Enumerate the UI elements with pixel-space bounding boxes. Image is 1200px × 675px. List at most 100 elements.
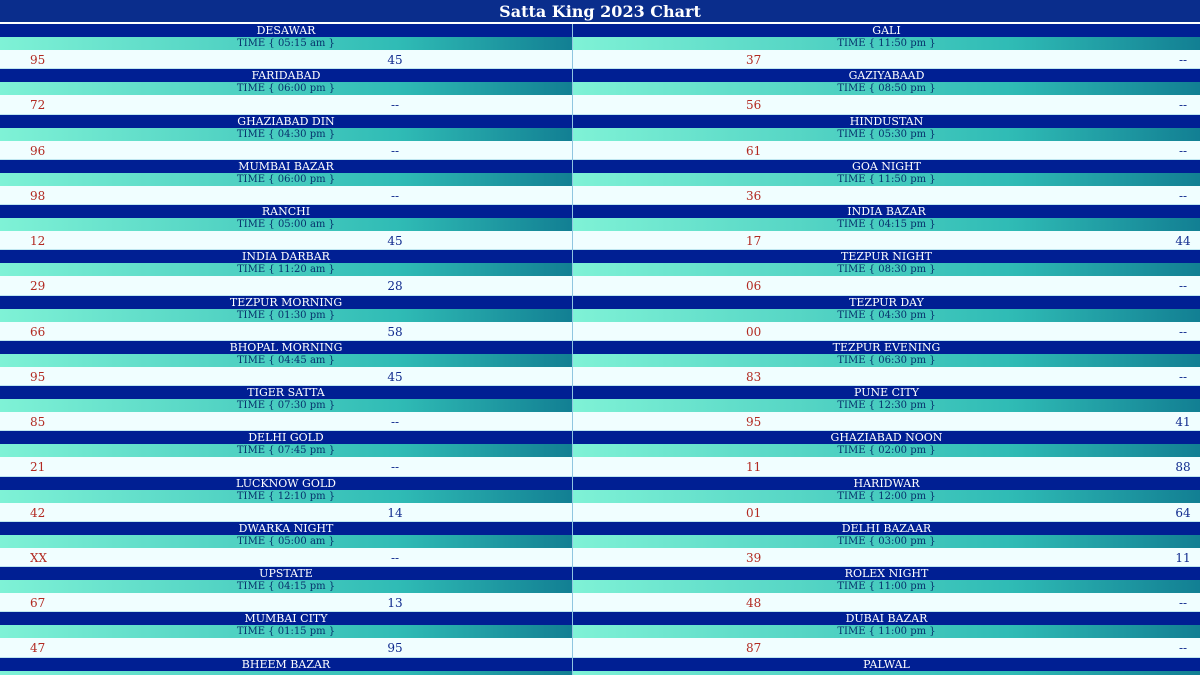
- result-row: 36 --: [573, 185, 1200, 205]
- game-name: INDIA BAZAR: [573, 205, 1200, 218]
- yesterday-result: 17: [746, 234, 762, 248]
- game-time: TIME { 12:10 pm }: [0, 489, 572, 503]
- result-row: 11 88: [573, 457, 1200, 477]
- game-time: TIME { 11:50 pm }: [573, 37, 1200, 50]
- game-time: TIME { 04:45 am }: [0, 353, 572, 367]
- result-row: 87 --: [573, 638, 1200, 658]
- today-result: --: [1178, 369, 1188, 384]
- game-name: MUMBAI BAZAR: [0, 159, 572, 173]
- yesterday-result: 85: [30, 415, 46, 429]
- game-cell: LUCKNOW GOLD TIME { 12:10 pm } 42 14: [0, 476, 572, 522]
- game-cell: RANCHI TIME { 05:00 am } 12 45: [0, 205, 572, 251]
- today-result: 45: [387, 53, 403, 67]
- game-name: GHAZIABAD DIN: [0, 114, 572, 128]
- yesterday-result: 37: [746, 53, 762, 67]
- game-cell: INDIA BAZAR TIME { 04:15 pm } 17 44: [572, 205, 1200, 251]
- game-cell: HARIDWAR TIME { 12:00 pm } 01 64: [572, 476, 1200, 522]
- game-time: TIME { 11:00 pm }: [573, 580, 1200, 593]
- yesterday-result: 83: [746, 369, 762, 384]
- today-result: 11: [1175, 550, 1191, 565]
- game-name: MUMBAI CITY: [0, 612, 572, 626]
- game-cell: GHAZIABAD DIN TIME { 04:30 pm } 96 --: [0, 114, 572, 160]
- result-row: 29 28: [0, 276, 572, 296]
- game-time: TIME { 04:15 pm }: [0, 580, 572, 593]
- yesterday-result: 72: [30, 98, 46, 113]
- game-name: HARIDWAR: [573, 476, 1200, 490]
- game-time: TIME { 08:30 pm }: [573, 263, 1200, 277]
- game-name: DUBAI BAZAR: [573, 612, 1200, 626]
- game-time: TIME { 04:30 pm }: [573, 308, 1200, 322]
- result-row: 67 13: [0, 593, 572, 613]
- result-row: XX --: [0, 547, 572, 567]
- game-name: GALI: [573, 24, 1200, 37]
- today-result: --: [1178, 324, 1188, 339]
- today-result: 28: [387, 279, 403, 294]
- page-title: Satta King 2023 Chart: [0, 0, 1200, 24]
- yesterday-result: 95: [30, 369, 46, 384]
- today-result: 45: [387, 234, 403, 248]
- game-name: HINDUSTAN: [573, 114, 1200, 128]
- yesterday-result: 98: [30, 188, 46, 203]
- game-cell: GOA NIGHT TIME { 11:50 pm } 36 --: [572, 159, 1200, 205]
- yesterday-result: 95: [746, 415, 762, 429]
- result-row: 83 --: [573, 366, 1200, 386]
- game-time: TIME { 12:30 pm }: [573, 399, 1200, 412]
- today-result: --: [1178, 188, 1188, 203]
- today-result: --: [1178, 279, 1188, 294]
- game-cell: DUBAI BAZAR TIME { 11:00 pm } 87 --: [572, 612, 1200, 658]
- yesterday-result: 01: [746, 505, 762, 520]
- game-time: TIME { 06:30 pm }: [573, 353, 1200, 367]
- result-row: 06 --: [573, 276, 1200, 296]
- yesterday-result: 00: [746, 324, 762, 339]
- yesterday-result: 12: [30, 234, 46, 248]
- today-result: --: [1178, 596, 1188, 610]
- result-row: 12 45: [0, 231, 572, 251]
- game-name: RANCHI: [0, 205, 572, 218]
- game-name: TEZPUR NIGHT: [573, 250, 1200, 264]
- result-row: 00 --: [573, 321, 1200, 341]
- yesterday-result: 42: [30, 505, 46, 520]
- today-result: --: [1178, 641, 1188, 656]
- today-result: 14: [387, 505, 403, 520]
- game-cell: UPSTATE TIME { 04:15 pm } 67 13: [0, 567, 572, 613]
- yesterday-result: 11: [746, 460, 762, 475]
- today-result: --: [390, 460, 400, 475]
- game-time: TIME { 04:15 pm }: [573, 218, 1200, 231]
- game-cell: BHEEM BAZAR: [0, 657, 572, 675]
- yesterday-result: 96: [30, 143, 46, 158]
- yesterday-result: 67: [30, 596, 46, 610]
- game-cell: MUMBAI BAZAR TIME { 06:00 pm } 98 --: [0, 159, 572, 205]
- result-row: 47 95: [0, 638, 572, 658]
- game-time: TIME { 01:15 pm }: [0, 625, 572, 639]
- game-name: PALWAL: [573, 657, 1200, 671]
- today-result: --: [390, 98, 400, 113]
- result-row: 61 --: [573, 140, 1200, 160]
- game-name: LUCKNOW GOLD: [0, 476, 572, 490]
- yesterday-result: 29: [30, 279, 46, 294]
- yesterday-result: 06: [746, 279, 762, 294]
- game-name: ROLEX NIGHT: [573, 567, 1200, 580]
- game-time: TIME { 02:00 pm }: [573, 444, 1200, 458]
- yesterday-result: 61: [746, 143, 762, 158]
- game-time: [0, 670, 572, 675]
- game-time: TIME { 04:30 pm }: [0, 127, 572, 141]
- game-name: BHEEM BAZAR: [0, 657, 572, 671]
- game-cell: GHAZIABAD NOON TIME { 02:00 pm } 11 88: [572, 431, 1200, 477]
- game-cell: TEZPUR DAY TIME { 04:30 pm } 00 --: [572, 295, 1200, 341]
- game-cell: DESAWAR TIME { 05:15 am } 95 45: [0, 24, 572, 70]
- yesterday-result: 56: [746, 98, 762, 113]
- game-name: DELHI GOLD: [0, 431, 572, 445]
- yesterday-result: 47: [30, 641, 46, 656]
- today-result: 88: [1175, 460, 1191, 475]
- today-result: --: [390, 415, 400, 429]
- today-result: --: [390, 143, 400, 158]
- game-time: [573, 670, 1200, 675]
- game-cell: DELHI GOLD TIME { 07:45 pm } 21 --: [0, 431, 572, 477]
- results-grid: DESAWAR TIME { 05:15 am } 95 45 GALI TIME { 1…: [0, 24, 1200, 675]
- today-result: 13: [387, 596, 403, 610]
- game-time: TIME { 03:00 pm }: [573, 534, 1200, 548]
- game-time: TIME { 08:50 pm }: [573, 82, 1200, 96]
- game-name: TEZPUR DAY: [573, 295, 1200, 309]
- today-result: --: [1178, 143, 1188, 158]
- today-result: 45: [387, 369, 403, 384]
